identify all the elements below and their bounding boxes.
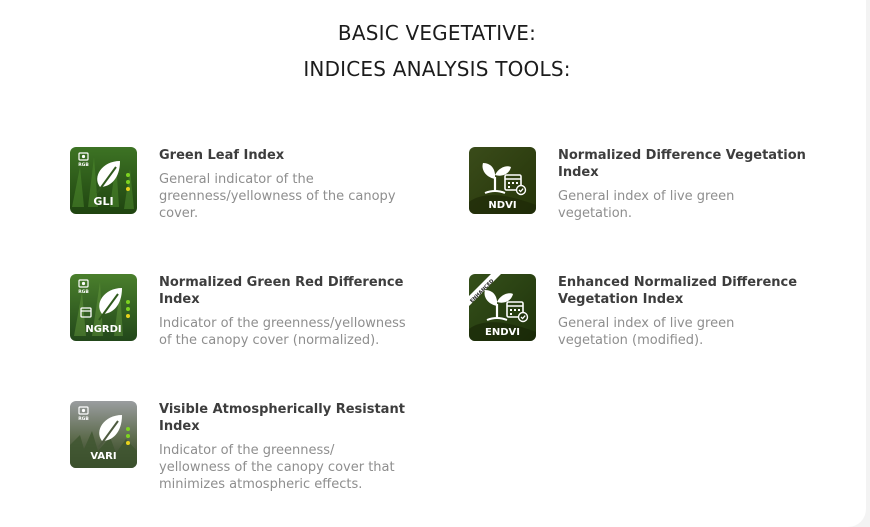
endvi-icon-label: ENDVI [485,327,520,338]
gli-description: General indicator of the greenness/yello… [159,172,396,221]
vari-description: Indicator of the greenness/ yellowness o… [159,443,395,492]
vari-name: Visible Atmospherically Resistant Index [159,402,405,434]
ngrdi-name: Normalized Green Red Difference Index [159,275,404,307]
ndvi-description: General index of live green vegetation. [558,189,735,221]
tool-endvi[interactable]: ENHANCED ENDVI Enhanced Normalized Diffe… [469,274,829,384]
ngrdi-icon-label: NGRDI [85,324,121,335]
endvi-name: Enhanced Normalized Difference Vegetatio… [558,275,798,307]
ndvi-icon-label: NDVI [488,200,516,211]
vari-icon-label: VARI [90,451,116,462]
endvi-icon[interactable]: ENHANCED ENDVI [469,274,536,341]
page-title-line1: BASIC VEGETATIVE: [337,21,537,45]
ngrdi-description: Indicator of the greenness/yellowness of… [159,316,406,348]
tool-ngrdi[interactable]: RGB NGRDI Normalized Green Red Differenc… [70,274,430,384]
endvi-description: General index of live green vegetation (… [558,316,735,348]
rgb-badge: RGB [78,162,89,168]
tool-gli[interactable]: RGB GLI Green Leaf Index General indicat… [70,147,430,257]
page-title-line2: INDICES ANALYSIS TOOLS: [303,57,571,81]
tool-ndvi[interactable]: NDVI Normalized Difference Vegetation In… [469,147,829,257]
rgb-badge: RGB [78,416,89,422]
vari-icon[interactable]: RGB VARI [70,401,137,468]
ngrdi-icon[interactable]: RGB NGRDI [70,274,137,341]
ndvi-icon[interactable]: NDVI [469,147,536,214]
gli-icon-label: GLI [93,195,113,208]
ndvi-name: Normalized Difference Vegetation Index [558,148,806,180]
gli-icon[interactable]: RGB GLI [70,147,137,214]
gli-name: Green Leaf Index [159,148,285,163]
tool-vari[interactable]: RGB VARI Visible Atmospherically Resista… [70,401,430,511]
rgb-badge: RGB [78,289,89,295]
